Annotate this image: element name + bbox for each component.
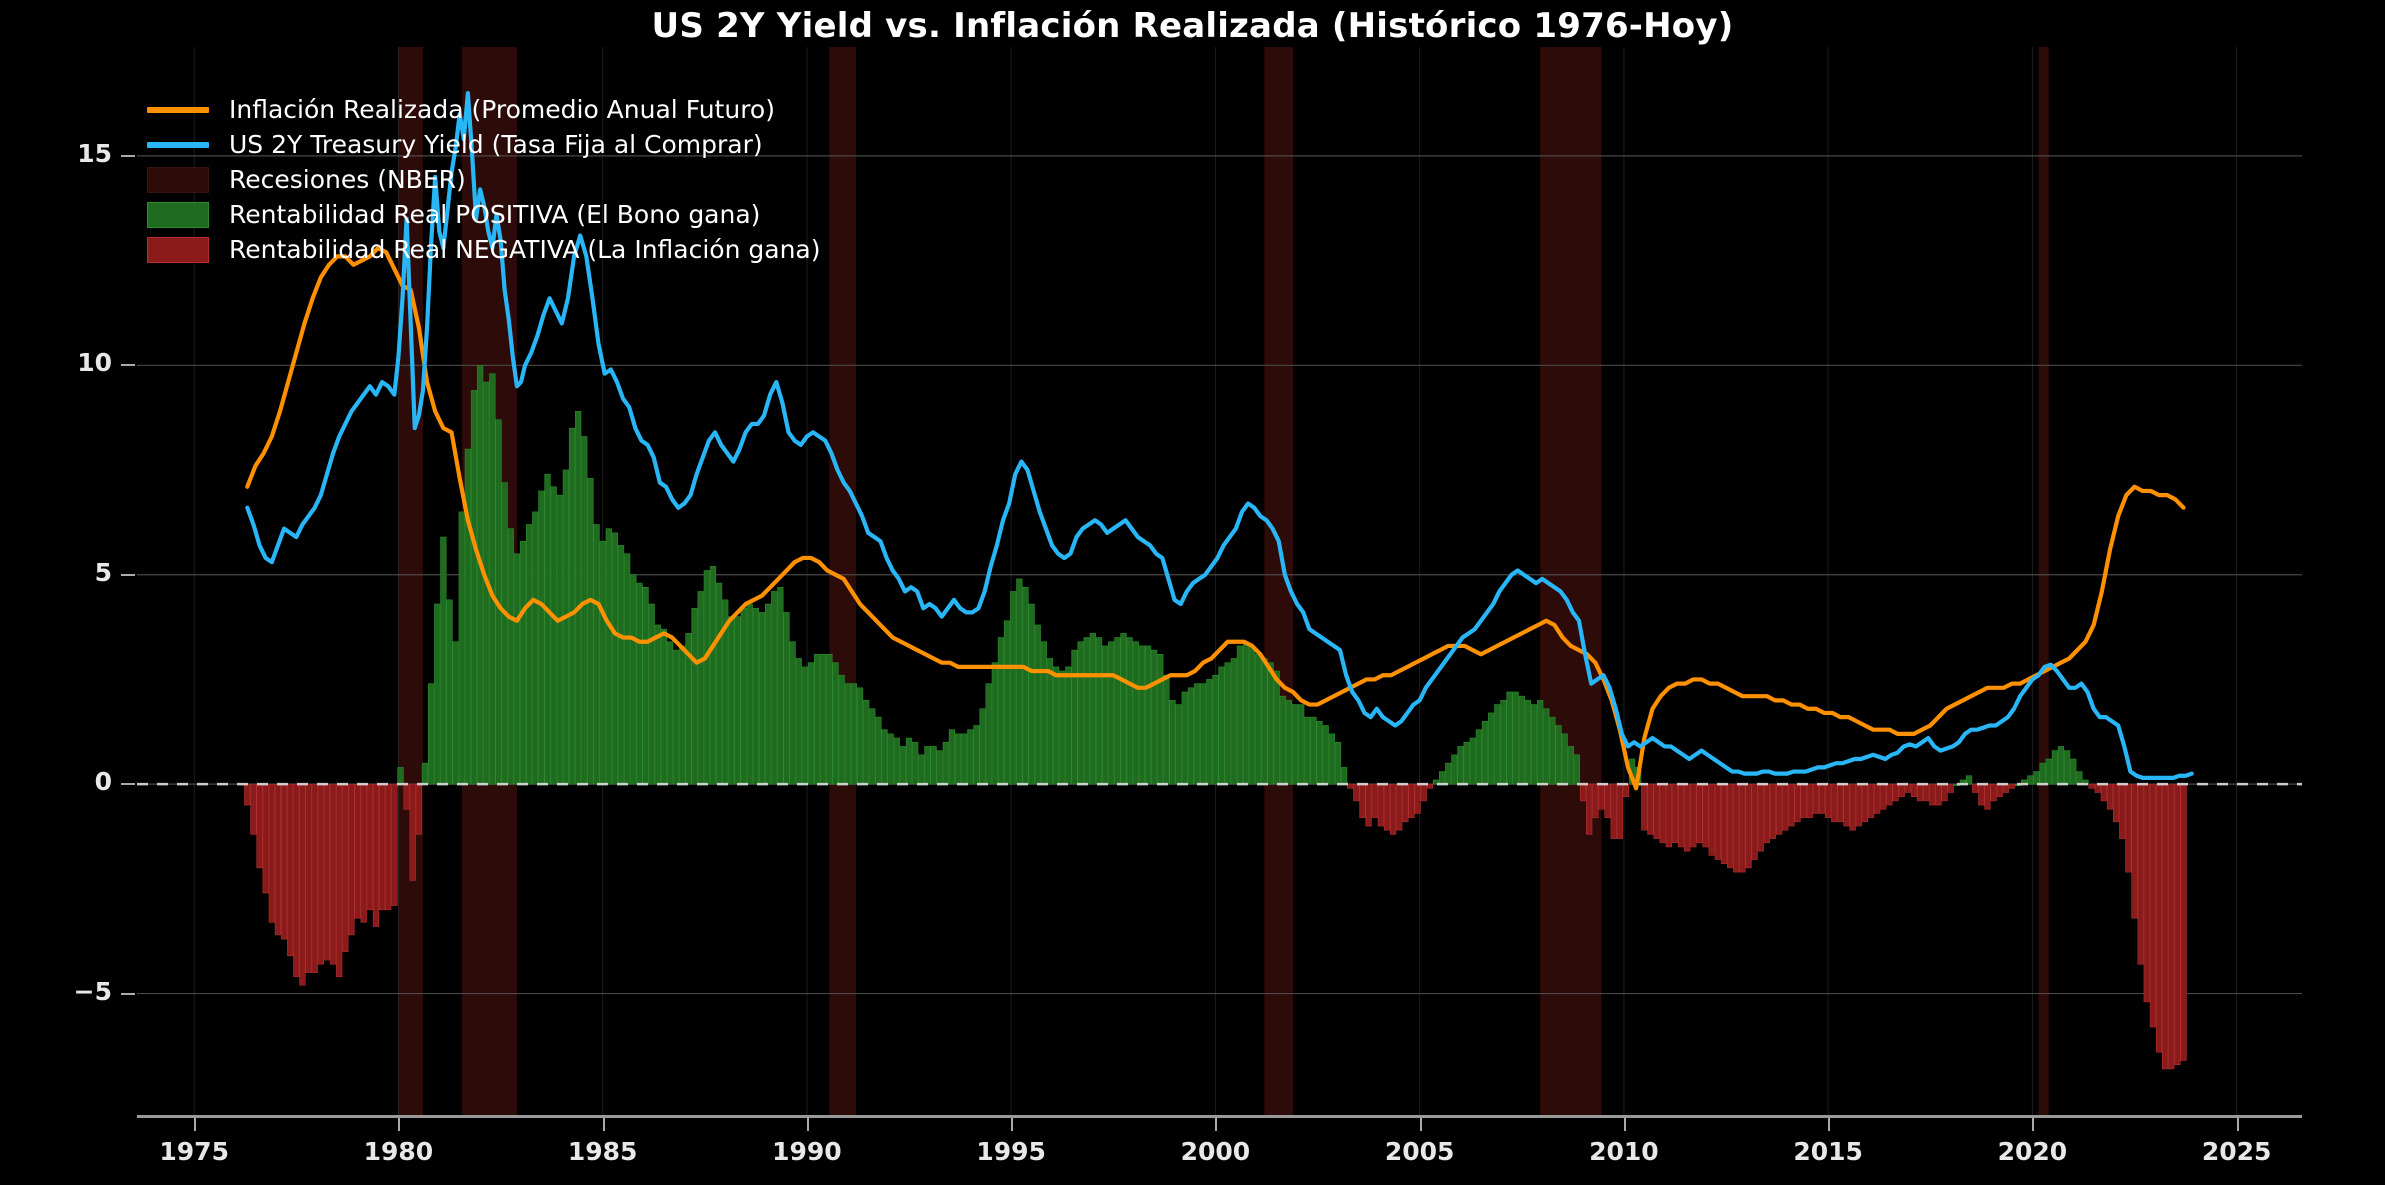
series-lines — [245, 90, 2194, 791]
x-axis-tick-label: 2015 — [1793, 1137, 1863, 1166]
legend-patch-swatch — [143, 165, 213, 195]
legend-line-swatch — [143, 130, 213, 160]
y-axis-tick-label: 5 — [94, 557, 112, 587]
legend-item-label: US 2Y Treasury Yield (Tasa Fija al Compr… — [229, 130, 763, 159]
legend-item-label: Recesiones (NBER) — [229, 165, 466, 194]
y-axis-tick-mark — [121, 992, 135, 995]
y-axis-tick-mark — [121, 364, 135, 367]
x-axis-tick-mark — [2032, 1118, 2035, 1131]
y-axis-tick-mark — [121, 573, 135, 576]
x-axis-tick-mark — [1623, 1118, 1626, 1131]
y-axis-tick-mark — [121, 783, 135, 786]
x-axis-tick-mark — [1419, 1118, 1422, 1131]
x-axis-tick-label: 2020 — [1997, 1137, 2068, 1166]
x-axis-tick-label: 1995 — [976, 1137, 1046, 1166]
legend-item-label: Rentabilidad Real NEGATIVA (La Inflación… — [229, 235, 821, 264]
legend-item[interactable]: US 2Y Treasury Yield (Tasa Fija al Compr… — [143, 127, 821, 162]
legend-patch-swatch — [143, 200, 213, 230]
chart-legend: Inflación Realizada (Promedio Anual Futu… — [143, 92, 821, 267]
x-axis-tick-mark — [806, 1118, 809, 1131]
x-axis-tick-label: 2010 — [1589, 1137, 1659, 1166]
legend-swatch — [147, 141, 209, 148]
x-axis-tick-label: 2025 — [2201, 1137, 2272, 1166]
legend-item[interactable]: Inflación Realizada (Promedio Anual Futu… — [143, 92, 821, 127]
x-axis-tick-label: 2000 — [1180, 1137, 1251, 1166]
x-axis-tick-mark — [2236, 1118, 2239, 1131]
x-axis-tick-label: 1990 — [772, 1137, 842, 1166]
y-axis-tick-label: 15 — [77, 138, 112, 168]
x-axis-spine — [137, 1115, 2302, 1118]
legend-swatch — [147, 236, 209, 263]
legend-patch-swatch — [143, 235, 213, 265]
legend-line-swatch — [143, 95, 213, 125]
x-axis-tick-mark — [1828, 1118, 1831, 1131]
y-axis-tick-label: 10 — [77, 348, 112, 378]
legend-item[interactable]: Rentabilidad Real NEGATIVA (La Inflación… — [143, 232, 821, 267]
legend-item[interactable]: Recesiones (NBER) — [143, 162, 821, 197]
legend-item-label: Rentabilidad Real POSITIVA (El Bono gana… — [229, 200, 761, 229]
x-axis-tick-mark — [1215, 1118, 1218, 1131]
page-title: US 2Y Yield vs. Inflación Realizada (His… — [651, 6, 1734, 46]
x-axis-tick-mark — [398, 1118, 401, 1131]
y-axis-tick-mark — [121, 154, 135, 157]
x-axis-tick-mark — [602, 1118, 605, 1131]
x-axis-tick-mark — [194, 1118, 197, 1131]
x-axis-tick-label: 1985 — [567, 1137, 638, 1166]
x-axis-tick-label: 1980 — [363, 1137, 434, 1166]
y-axis-tick-label: 0 — [94, 767, 112, 797]
legend-swatch — [147, 166, 209, 193]
plot-area — [137, 47, 2302, 1115]
legend-item[interactable]: Rentabilidad Real POSITIVA (El Bono gana… — [143, 197, 821, 232]
x-axis-tick-label: 2005 — [1384, 1137, 1455, 1166]
legend-swatch — [147, 201, 209, 228]
legend-swatch — [147, 106, 209, 113]
x-axis-tick-mark — [1011, 1118, 1014, 1131]
chart-svg — [137, 47, 2302, 1115]
y-axis-tick-label: −5 — [73, 976, 112, 1006]
legend-item-label: Inflación Realizada (Promedio Anual Futu… — [229, 95, 775, 124]
x-axis-tick-label: 1975 — [159, 1137, 229, 1166]
